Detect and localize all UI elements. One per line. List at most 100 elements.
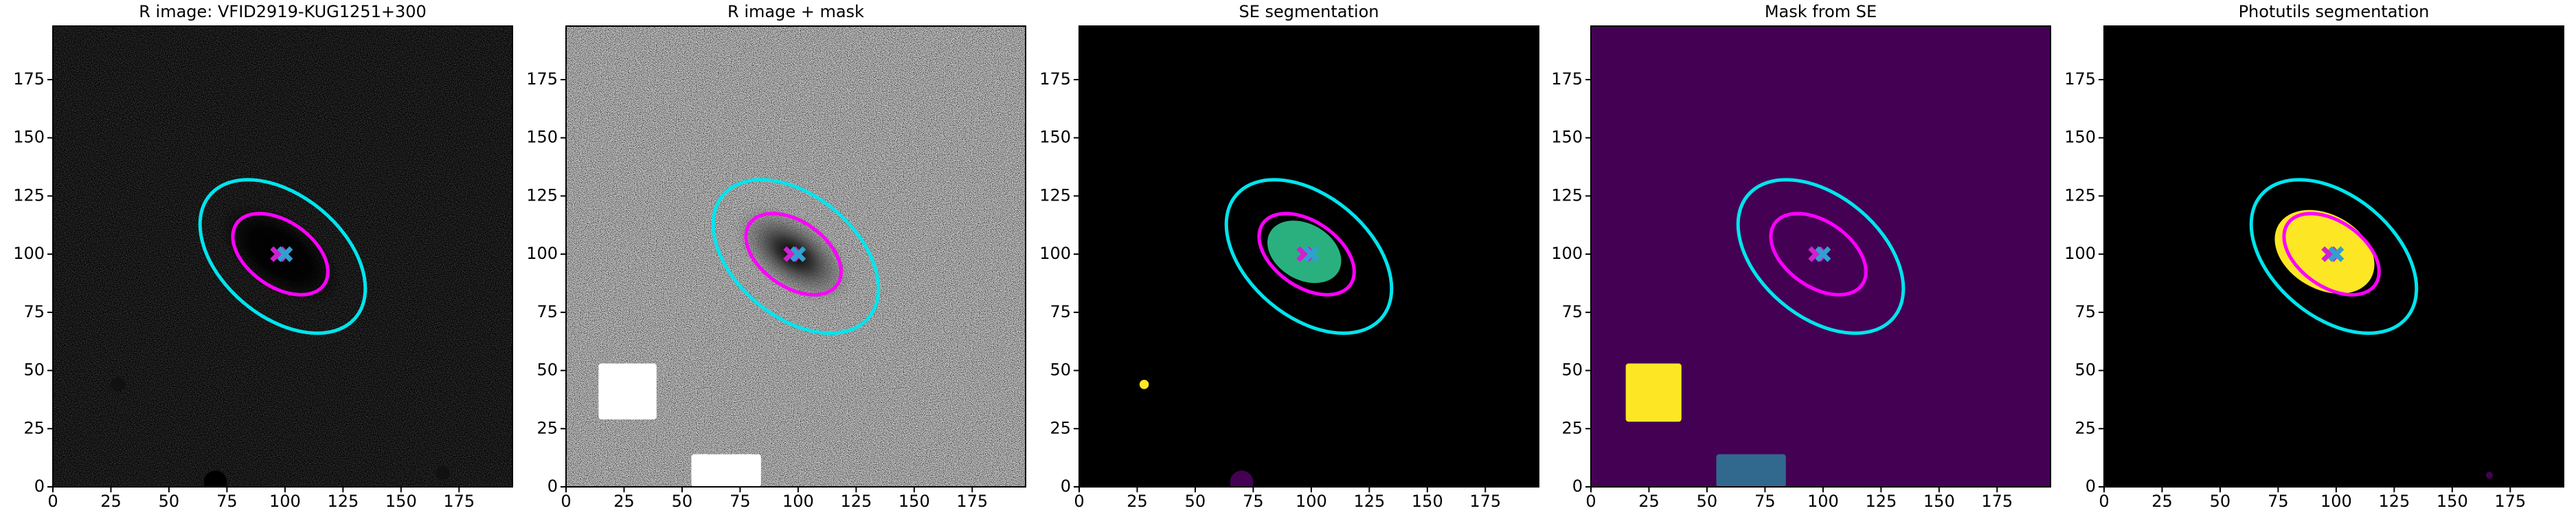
x-tick-label: 100 bbox=[269, 492, 301, 511]
x-tick-label: 100 bbox=[782, 492, 814, 511]
image bbox=[566, 26, 1026, 487]
y-tick-label: 25 bbox=[1561, 418, 1583, 437]
x-tick-label: 25 bbox=[2151, 492, 2173, 511]
mask-region bbox=[1625, 363, 1682, 422]
x-tick-label: 50 bbox=[672, 492, 693, 511]
aperture-ellipse bbox=[231, 211, 330, 297]
aperture-ellipse bbox=[1224, 178, 1394, 335]
center-marker bbox=[1303, 246, 1320, 262]
y-tick-label: 25 bbox=[1050, 418, 1071, 437]
y-tick-label: 150 bbox=[13, 128, 45, 147]
y-tick-label: 125 bbox=[1551, 185, 1583, 205]
x-tick-label: 175 bbox=[956, 492, 988, 511]
y-tick-label: 175 bbox=[1551, 69, 1583, 89]
x-tick-label: 0 bbox=[47, 492, 58, 511]
aperture-ellipse bbox=[2249, 178, 2419, 335]
x-tick-label: 150 bbox=[385, 492, 417, 511]
y-tick-label: 100 bbox=[1551, 244, 1583, 263]
y-tick-label: 125 bbox=[13, 185, 45, 205]
x-tick-label: 175 bbox=[443, 492, 475, 511]
x-tick-label: 0 bbox=[2099, 492, 2109, 511]
y-tick-label: 150 bbox=[526, 128, 558, 147]
y-tick-label: 50 bbox=[1561, 360, 1583, 380]
panel: Mask from SE 0 25 50 75 100 125 150 175 0 25 50 75 10… bbox=[1551, 2, 2051, 511]
center-marker bbox=[1815, 246, 1831, 262]
y-tick-label: 150 bbox=[1551, 128, 1583, 147]
panel-title: R image + mask bbox=[727, 2, 864, 21]
x-tick-label: 75 bbox=[2268, 492, 2289, 511]
x-tick-label: 75 bbox=[1754, 492, 1776, 511]
y-tick-label: 150 bbox=[1039, 128, 1071, 147]
x-tick-label: 25 bbox=[613, 492, 635, 511]
x-tick-label: 75 bbox=[730, 492, 751, 511]
axes-frame bbox=[1590, 25, 2051, 488]
y-tick-label: 175 bbox=[526, 69, 558, 89]
y-tick-label: 125 bbox=[526, 185, 558, 205]
axes-frame bbox=[2103, 25, 2564, 488]
x-tick-label: 175 bbox=[1981, 492, 2013, 511]
image bbox=[1079, 26, 1539, 487]
panel: Photutils segmentation 0 25 50 75 100 125 150 17… bbox=[2064, 2, 2564, 511]
x-tick-label: 0 bbox=[1074, 492, 1084, 511]
y-tick-label: 175 bbox=[1039, 69, 1071, 89]
x-tick-label: 50 bbox=[1697, 492, 1718, 511]
image bbox=[53, 26, 512, 487]
x-tick-label: 25 bbox=[100, 492, 122, 511]
y-tick-label: 100 bbox=[13, 244, 45, 263]
center-marker bbox=[2328, 246, 2345, 262]
aperture-ellipse bbox=[744, 211, 843, 297]
y-tick-label: 75 bbox=[1050, 302, 1071, 321]
x-tick-label: 0 bbox=[1585, 492, 1596, 511]
x-tick-label: 125 bbox=[1865, 492, 1897, 511]
x-tick-label: 0 bbox=[561, 492, 571, 511]
axes-frame bbox=[565, 25, 1026, 488]
panel-title: R image: VFID2919-KUG1251+300 bbox=[139, 2, 427, 21]
x-tick-label: 75 bbox=[1243, 492, 1264, 511]
y-tick-label: 75 bbox=[1561, 302, 1583, 321]
x-tick-label: 25 bbox=[1638, 492, 1660, 511]
x-tick-label: 125 bbox=[327, 492, 359, 511]
aperture-ellipse bbox=[2282, 211, 2381, 297]
x-tick-label: 100 bbox=[2320, 492, 2352, 511]
y-tick-label: 100 bbox=[2064, 244, 2096, 263]
x-tick-label: 50 bbox=[159, 492, 180, 511]
x-tick-label: 150 bbox=[899, 492, 930, 511]
y-tick-label: 75 bbox=[536, 302, 558, 321]
segment bbox=[1139, 380, 1149, 389]
y-tick-label: 100 bbox=[1039, 244, 1071, 263]
aperture-ellipse bbox=[1736, 178, 1906, 335]
y-tick-label: 50 bbox=[23, 360, 45, 380]
segment bbox=[111, 377, 125, 392]
x-tick-label: 150 bbox=[2437, 492, 2468, 511]
x-tick-label: 150 bbox=[1923, 492, 1955, 511]
segment bbox=[2485, 471, 2493, 479]
x-tick-label: 125 bbox=[2378, 492, 2410, 511]
image bbox=[1591, 26, 2050, 487]
y-tick-label: 125 bbox=[2064, 185, 2096, 205]
y-tick-label: 25 bbox=[536, 418, 558, 437]
x-tick-label: 150 bbox=[1412, 492, 1443, 511]
y-tick-label: 175 bbox=[2064, 69, 2096, 89]
x-tick-label: 125 bbox=[1353, 492, 1385, 511]
x-tick-label: 125 bbox=[840, 492, 872, 511]
x-tick-label: 175 bbox=[1469, 492, 1501, 511]
y-tick-label: 75 bbox=[2075, 302, 2096, 321]
panel-title: Mask from SE bbox=[1765, 2, 1877, 21]
mask-region bbox=[691, 454, 761, 487]
aperture-ellipse bbox=[1769, 211, 1868, 297]
aperture-ellipse bbox=[711, 178, 881, 335]
center-marker bbox=[790, 246, 806, 262]
panel-title: Photutils segmentation bbox=[2239, 2, 2430, 21]
panel: R image + mask 0 25 50 75 100 125 150 175 0 25 50 75… bbox=[526, 2, 1026, 511]
x-tick-label: 100 bbox=[1296, 492, 1327, 511]
x-tick-label: 50 bbox=[1185, 492, 1206, 511]
aperture-ellipse bbox=[198, 178, 368, 335]
segment bbox=[203, 470, 227, 487]
center-marker bbox=[277, 246, 293, 262]
segment bbox=[436, 466, 450, 480]
y-tick-label: 175 bbox=[13, 69, 45, 89]
aperture-ellipse bbox=[1257, 211, 1356, 297]
y-tick-label: 25 bbox=[2075, 418, 2096, 437]
